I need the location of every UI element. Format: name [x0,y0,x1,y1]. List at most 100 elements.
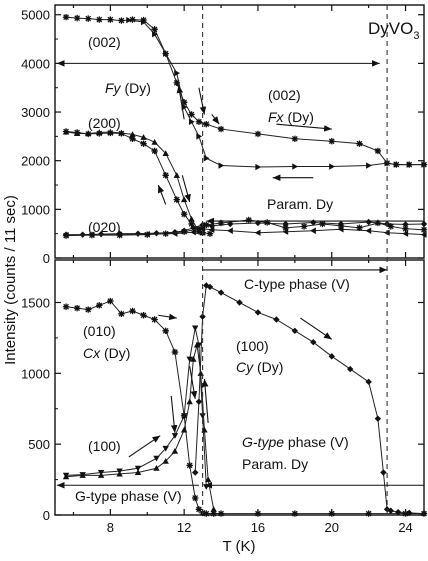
label-bottom-cy-text: Cy (Dy) [236,359,283,375]
data-point [107,16,114,23]
data-point [195,506,203,513]
data-point [245,216,252,224]
data-point [319,220,326,228]
data-point [162,172,169,179]
arrow-up-100b [201,378,209,423]
data-point [263,219,271,226]
y-axis-label: Intensity (counts / 11 sec) [2,195,19,365]
series-line [66,327,207,487]
data-point [196,133,203,140]
sample-label-main: DyVO [368,19,413,38]
data-point [328,138,335,145]
y-tick-label: 0 [43,508,50,523]
label-top-fy-text: Fy (Dy) [105,80,151,96]
data-point [118,129,125,136]
data-point [210,510,217,517]
data-point [406,509,413,517]
data-point [329,163,335,170]
data-point [173,79,180,87]
data-point [203,121,210,128]
data-point [188,220,195,228]
data-point [79,472,86,478]
data-point [118,17,125,24]
arrow-up-200 [157,184,167,205]
data-point [387,507,394,514]
data-point [227,227,233,234]
data-point [163,50,169,57]
data-point [188,111,195,118]
data-point [153,455,160,462]
y-tick-label: 4000 [21,56,50,71]
data-point [144,231,151,238]
label-top-002-b: (002) [268,87,301,103]
arrow-right-010 [158,313,177,321]
data-point [171,230,178,237]
label-bottom-gtype-v: G-type phase (V) [242,434,349,450]
data-point [180,196,188,203]
data-point [199,413,206,420]
arrow-up-100 [128,435,161,458]
data-point [310,227,316,234]
data-point [402,230,409,237]
data-point [190,355,197,362]
data-point [291,135,299,142]
data-point [116,470,123,477]
data-point [380,469,387,476]
data-point [217,289,225,296]
series-bottom-2 [62,341,217,512]
data-point [186,462,193,469]
label-top-fy: Fy (Dy) [105,80,151,96]
data-point [190,229,196,236]
data-point [73,130,81,137]
series-line [66,300,424,515]
x-tick-label: 16 [251,520,265,535]
data-point [217,510,225,517]
data-point [141,18,147,26]
data-point [190,224,197,232]
data-point [180,228,188,235]
data-point [85,15,92,22]
data-point [282,224,289,232]
data-point [374,147,382,155]
data-point [195,118,203,125]
data-point [118,310,125,318]
arrow-down-002 [198,87,207,115]
data-point [420,220,428,228]
data-point [218,162,225,169]
data-point [356,224,363,232]
data-point [337,222,345,230]
data-point [140,140,147,147]
data-point [151,316,158,323]
data-point [180,99,188,106]
y-tick-label: 1500 [21,296,50,311]
data-point [140,134,147,140]
data-point [162,150,169,156]
y-tick-label: 5000 [21,8,50,23]
data-point [406,161,413,168]
data-point [328,510,335,517]
data-point [153,229,160,237]
data-point [328,353,335,360]
data-point [96,302,103,309]
y-tick-label: 500 [28,437,50,452]
fy-text-italic: Fy [105,80,122,96]
data-point [174,69,180,77]
data-point [171,448,179,454]
sample-label: DyVO3 [368,19,419,42]
data-point [195,398,203,405]
data-point [192,325,199,332]
series-bottom-0 [62,297,428,517]
data-point [310,338,317,346]
arrow-right-fx [276,123,332,132]
cx-text-rest: (Dy) [100,345,130,361]
data-point [203,155,210,162]
series-line [66,131,203,234]
sample-label-sub: 3 [413,30,419,42]
data-point [96,16,103,23]
data-point [162,230,169,237]
label-bottom-cy: Cy (Dy) [236,359,283,375]
panel-bottom-frame [54,259,425,516]
arrow-down-cy [300,317,333,340]
data-point [129,131,136,137]
data-point [171,433,179,439]
